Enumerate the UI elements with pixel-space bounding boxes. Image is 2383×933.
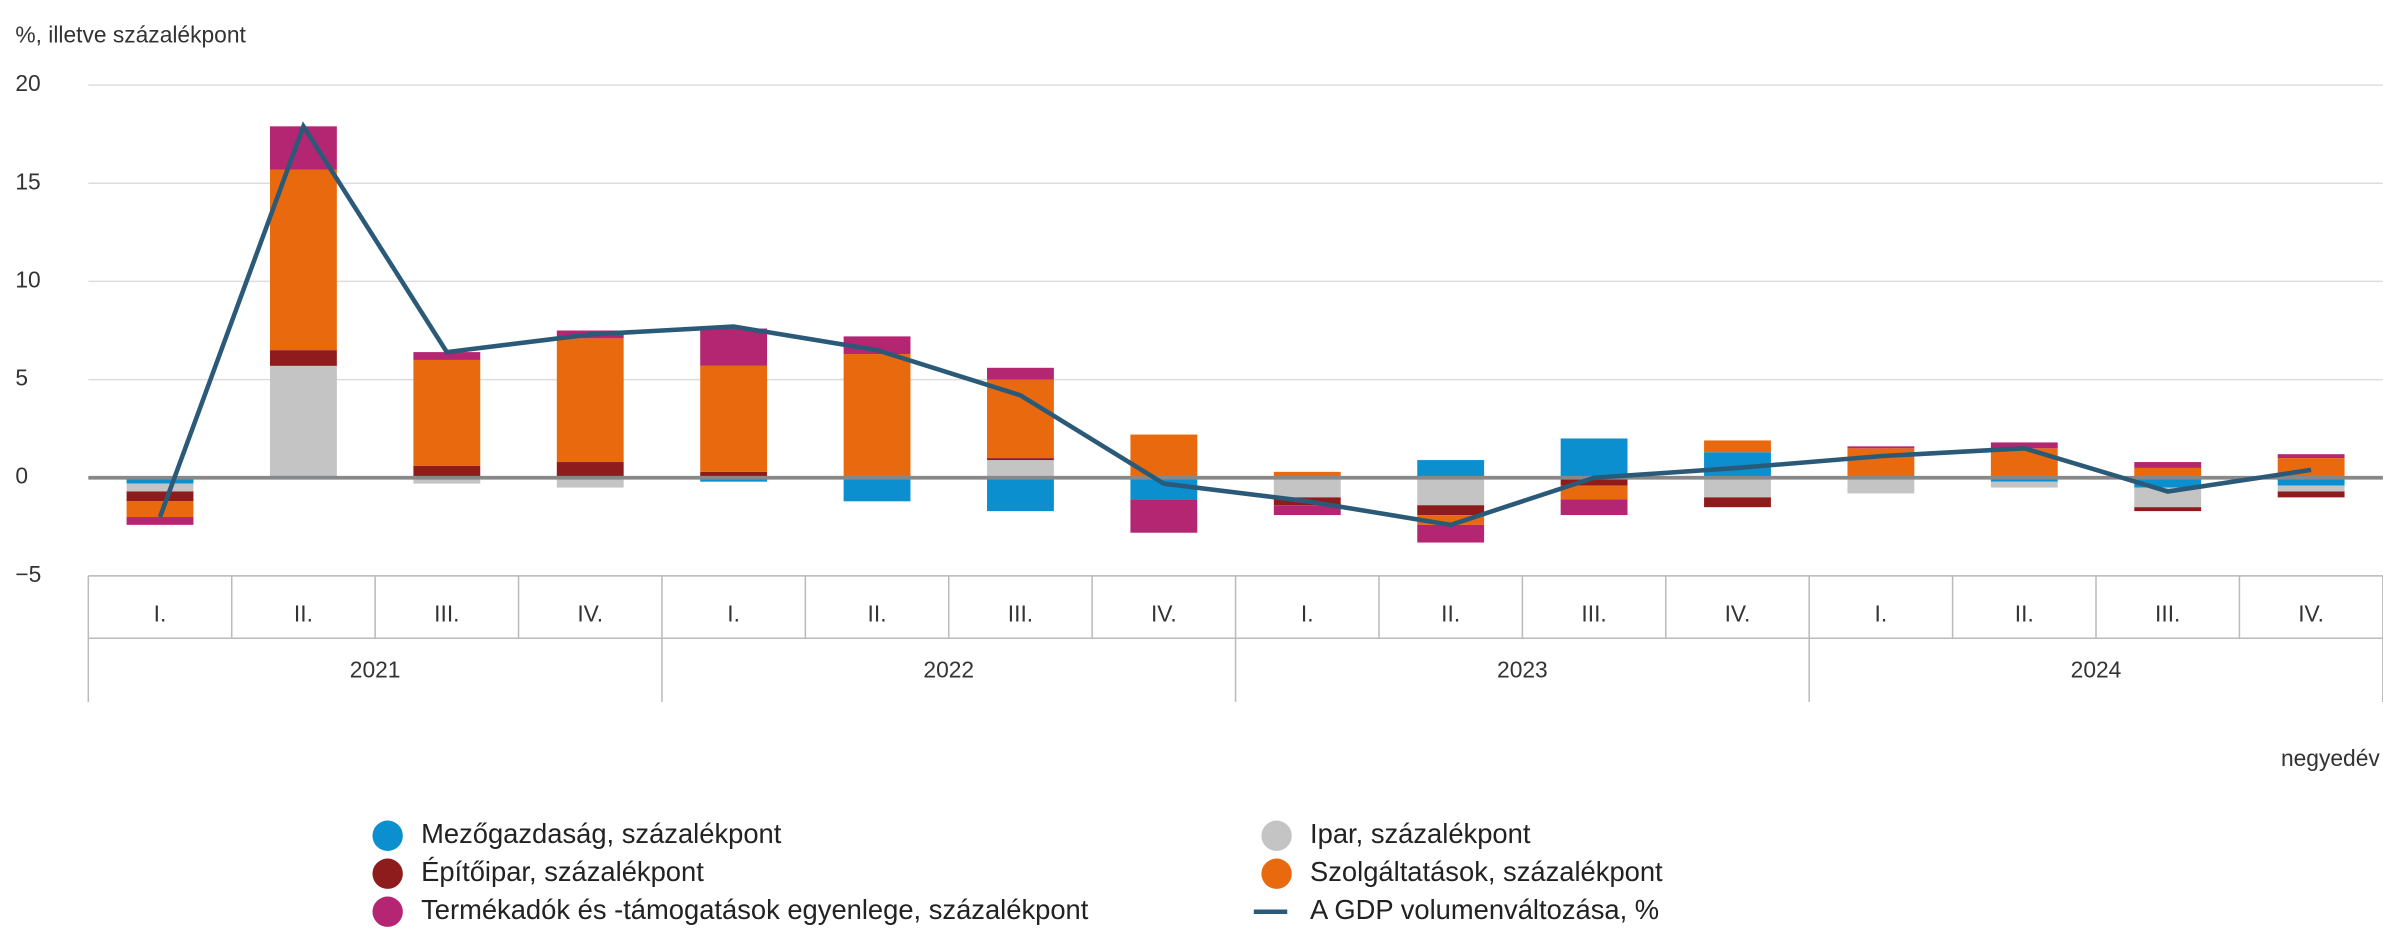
bar-segment xyxy=(556,462,624,478)
bar-segment xyxy=(987,477,1054,512)
x-group-label: 2021 xyxy=(350,657,401,683)
legend-swatch xyxy=(372,896,403,927)
bar-segment xyxy=(126,483,194,492)
bar-segment xyxy=(1417,477,1485,506)
bar-segment xyxy=(1990,442,2058,449)
y-tick-label: 5 xyxy=(15,365,28,391)
bar-segment xyxy=(1704,497,1771,508)
bar-segment xyxy=(413,359,481,466)
bar-segment xyxy=(1990,477,2058,482)
legend-swatch xyxy=(372,858,403,889)
x-tick-label: I. xyxy=(154,600,167,626)
y-tick-label: 15 xyxy=(15,168,40,194)
y-tick-label: 10 xyxy=(15,266,40,292)
bar-segment xyxy=(413,477,481,484)
bar-segment xyxy=(126,501,194,518)
x-group-label: 2024 xyxy=(2071,657,2122,683)
bar-segment xyxy=(700,328,768,366)
bar-segment xyxy=(2134,477,2202,488)
bar-segment xyxy=(1560,438,1628,478)
bar-segment xyxy=(1847,477,1915,494)
bar-segment xyxy=(1273,471,1341,478)
bar-segment xyxy=(1704,477,1771,498)
bar-segment xyxy=(1990,448,2058,478)
bar-segment xyxy=(1130,499,1198,533)
bar-segment xyxy=(987,367,1054,380)
bar-segment xyxy=(987,458,1054,461)
bar-segment xyxy=(556,338,624,463)
y-tick-label: 0 xyxy=(15,463,28,489)
y-axis-label: %, illetve százalékpont xyxy=(15,21,246,47)
bar-segment xyxy=(2134,467,2202,478)
bar-segment xyxy=(700,471,768,478)
bar-segment xyxy=(1417,505,1485,516)
y-tick-label: −5 xyxy=(15,561,41,587)
bar-segment xyxy=(126,477,194,484)
bar-segment xyxy=(843,477,911,502)
y-tick-label: 20 xyxy=(15,70,40,96)
bar-segment xyxy=(269,365,337,476)
x-tick-label: II. xyxy=(294,600,313,626)
x-tick-label: I. xyxy=(1301,600,1314,626)
bar-segment xyxy=(2277,485,2345,492)
x-tick-label: IV. xyxy=(2298,600,2324,626)
bar-segment xyxy=(1417,460,1485,478)
line-series xyxy=(157,121,2312,528)
x-tick-label: III. xyxy=(2155,600,2180,626)
bar-segment xyxy=(2277,491,2345,498)
bar-segment xyxy=(987,379,1054,459)
bar-segment xyxy=(700,477,768,482)
x-tick-label: IV. xyxy=(1151,600,1177,626)
bar-segment xyxy=(1273,477,1341,498)
bar-segment xyxy=(987,460,1054,478)
x-tick-label: III. xyxy=(1581,600,1606,626)
x-tick-label: II. xyxy=(1441,600,1460,626)
bar-segment xyxy=(126,491,194,502)
legend-swatch xyxy=(1261,858,1292,889)
x-tick-label: III. xyxy=(434,600,459,626)
legend-label: Szolgáltatások, százalékpont xyxy=(1310,856,1663,887)
legend-swatch xyxy=(372,820,403,851)
bar-segment xyxy=(1560,477,1628,486)
bar-segment xyxy=(1560,499,1628,516)
bar-segment xyxy=(2277,454,2345,459)
bar-segment xyxy=(2134,462,2202,468)
bar-segment xyxy=(1990,481,2058,488)
x-tick-label: III. xyxy=(1008,600,1033,626)
legend-label: Építőipar, százalékpont xyxy=(421,856,704,887)
bar-segment xyxy=(1417,524,1485,543)
bar-segment xyxy=(413,352,481,360)
bar-segment xyxy=(269,169,337,351)
bar-segment xyxy=(413,465,481,478)
bar-segment xyxy=(1130,477,1198,500)
legend-swatch xyxy=(1261,820,1292,851)
x-tick-label: IV. xyxy=(1725,600,1751,626)
bar-segment xyxy=(269,350,337,366)
x-axis-label: negyedév xyxy=(2281,745,2380,771)
bar-segment xyxy=(1417,515,1485,525)
x-tick-label: IV. xyxy=(577,600,603,626)
bar-segment xyxy=(1847,446,1915,449)
x-tick-label: I. xyxy=(1875,600,1888,626)
bar-segment xyxy=(843,354,911,478)
bar-segment xyxy=(700,365,768,472)
bar-segment xyxy=(1704,440,1771,453)
legend-label: Mezőgazdaság, százalékpont xyxy=(421,818,782,849)
x-tick-label: I. xyxy=(727,600,740,626)
x-group-label: 2022 xyxy=(923,657,974,683)
bar-segment xyxy=(2277,477,2345,486)
x-tick-label: II. xyxy=(2015,600,2034,626)
bar-segment xyxy=(2134,507,2202,512)
bar-segment xyxy=(556,477,624,488)
legend-label: Ipar, százalékpont xyxy=(1310,818,1531,849)
x-group-label: 2023 xyxy=(1497,657,1548,683)
bar-segment xyxy=(126,517,194,525)
bar-segment xyxy=(2134,487,2202,508)
legend-label: A GDP volumenváltozása, % xyxy=(1310,894,1659,925)
bar-segment xyxy=(1273,505,1341,516)
x-tick-label: II. xyxy=(868,600,887,626)
bar-segment xyxy=(1560,485,1628,500)
legend-label: Termékadók és -támogatások egyenlege, sz… xyxy=(421,894,1089,925)
